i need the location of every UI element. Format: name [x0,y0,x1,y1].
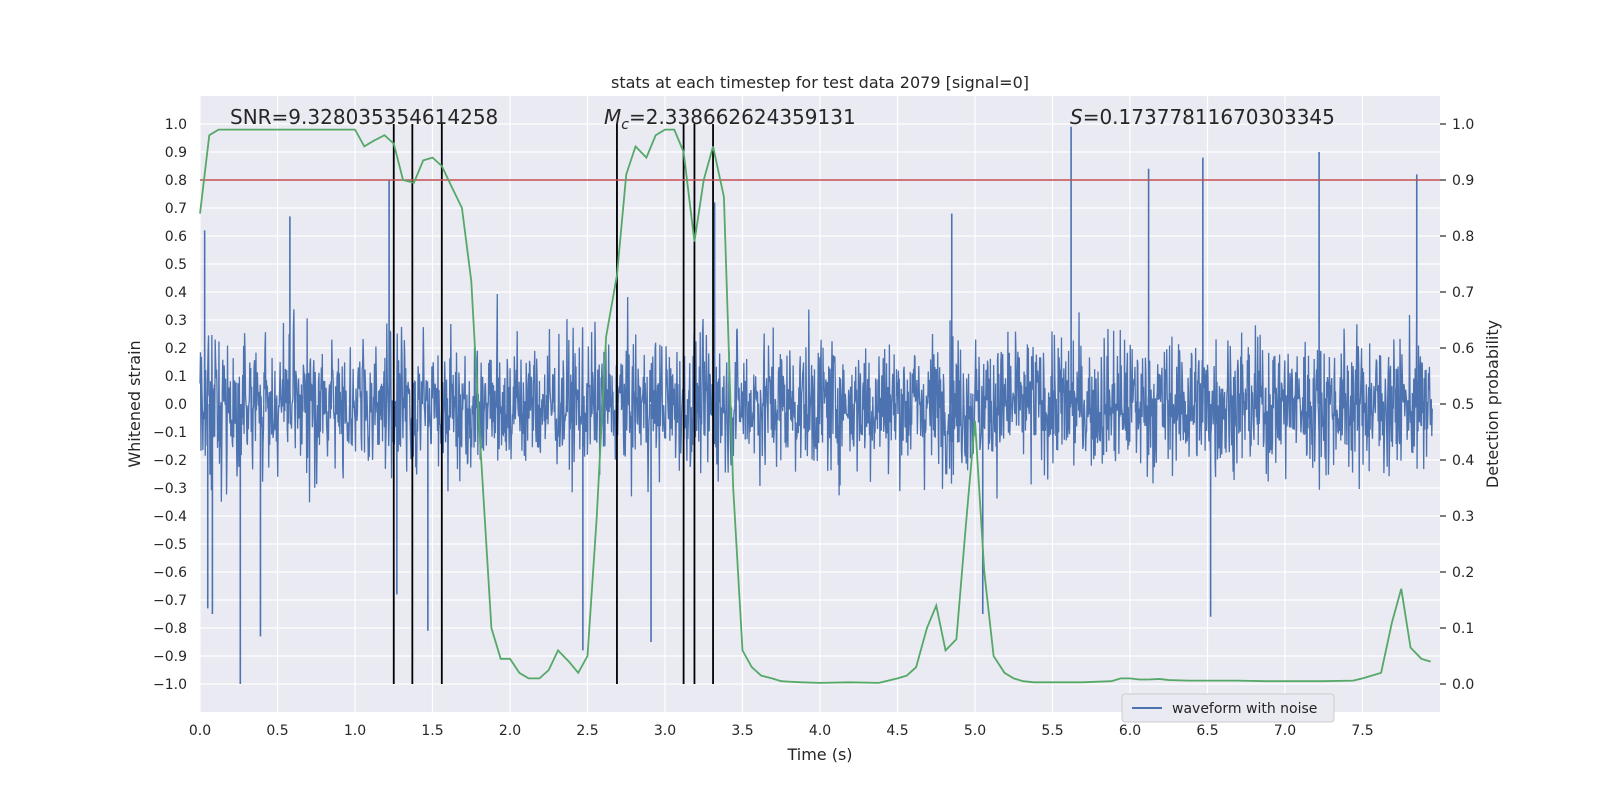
s-value: =0.17377811670303345 [1083,105,1335,129]
x-tick-label: 3.0 [654,723,676,739]
mc-value: =2.338662624359131 [629,105,856,129]
y2-tick-label: 0.9 [1452,173,1474,189]
y-tick-label: −0.1 [153,425,187,441]
y-tick-label: 0.9 [165,145,187,161]
y2-tick-label: 0.4 [1452,453,1474,469]
waveform-line [199,294,1433,503]
y2-tick-label: 0.7 [1452,285,1474,301]
y-tick-label: 0.2 [165,341,187,357]
x-tick-label: 3.5 [731,723,753,739]
x-tick-label: 2.5 [576,723,598,739]
x-tick-label: 7.5 [1351,723,1373,739]
s-symbol: S [1070,105,1083,129]
x-tick-label: 2.0 [499,723,521,739]
y-tick-label: 0.8 [165,173,187,189]
y-tick-label: 0.5 [165,257,187,273]
x-tick-label: 0.0 [189,723,211,739]
x-tick-label: 5.5 [1041,723,1063,739]
x-tick-label: 7.0 [1274,723,1296,739]
y-tick-label: −0.3 [153,481,187,497]
y-tick-label: −0.5 [153,537,187,553]
y-tick-label: 0.3 [165,313,187,329]
y-tick-label: −0.8 [153,621,187,637]
y2-axis-ticks: 0.0 0.1 0.2 0.3 0.4 0.5 0.6 0.7 0.8 0.9 1.0 [1440,117,1474,693]
y-tick-label: −0.2 [153,453,187,469]
y2-tick-label: 0.1 [1452,621,1474,637]
y-axis-label: Whitened strain [125,340,144,467]
chart-title: stats at each timestep for test data 207… [611,73,1029,92]
x-axis-ticks: 0.0 0.5 1.0 1.5 2.0 2.5 3.0 3.5 4.0 4.5 5.0 5.5 6.0 6… [189,723,1374,739]
chirp-mass-annotation: Mc=2.338662624359131 [604,105,856,133]
mc-subscript: c [621,117,629,133]
y2-tick-label: 0.2 [1452,565,1474,581]
y2-tick-label: 0.0 [1452,677,1474,693]
y2-tick-label: 0.3 [1452,509,1474,525]
y-tick-label: −1.0 [153,677,187,693]
probability-line [199,128,1431,684]
x-tick-label: 1.5 [421,723,443,739]
y-tick-label: −0.6 [153,565,187,581]
x-tick-label: 4.5 [886,723,908,739]
legend-box [1121,693,1335,723]
x-tick-label: 6.5 [1196,723,1218,739]
x-tick-label: 1.0 [344,723,366,739]
x-tick-label: 5.0 [964,723,986,739]
legend-label: waveform with noise [1172,701,1317,717]
x-axis-label: Time (s) [786,745,852,764]
y-tick-label: 0.7 [165,201,187,217]
y-tick-label: 0.4 [165,285,187,301]
y-tick-label: −0.4 [153,509,187,525]
y2-tick-label: 1.0 [1452,117,1474,133]
waveform-series [199,126,1433,684]
snr-annotation: SNR=9.328035354614258 [230,105,498,129]
x-tick-label: 6.0 [1119,723,1141,739]
y-tick-label: 0.0 [165,397,187,413]
event-markers [392,124,714,684]
y-axis-ticks: −1.0 −0.9 −0.8 −0.7 −0.6 −0.5 −0.4 −0.3 −0.2 −0.1… [153,117,187,693]
probability-series [199,128,1431,684]
y2-tick-label: 0.5 [1452,397,1474,413]
x-tick-label: 0.5 [266,723,288,739]
y2-axis-label: Detection probability [1483,320,1502,488]
y-tick-label: 0.6 [165,229,187,245]
legend: waveform with noise [1121,693,1335,723]
y-tick-label: 0.1 [165,369,187,385]
x-tick-label: 4.0 [809,723,831,739]
y2-tick-label: 0.8 [1452,229,1474,245]
y-tick-label: 1.0 [165,117,187,133]
s-annotation: S=0.17377811670303345 [1070,105,1335,129]
y-tick-label: −0.9 [153,649,187,665]
mc-symbol: M [604,105,621,129]
y-tick-label: −0.7 [153,593,187,609]
y2-tick-label: 0.6 [1452,341,1474,357]
